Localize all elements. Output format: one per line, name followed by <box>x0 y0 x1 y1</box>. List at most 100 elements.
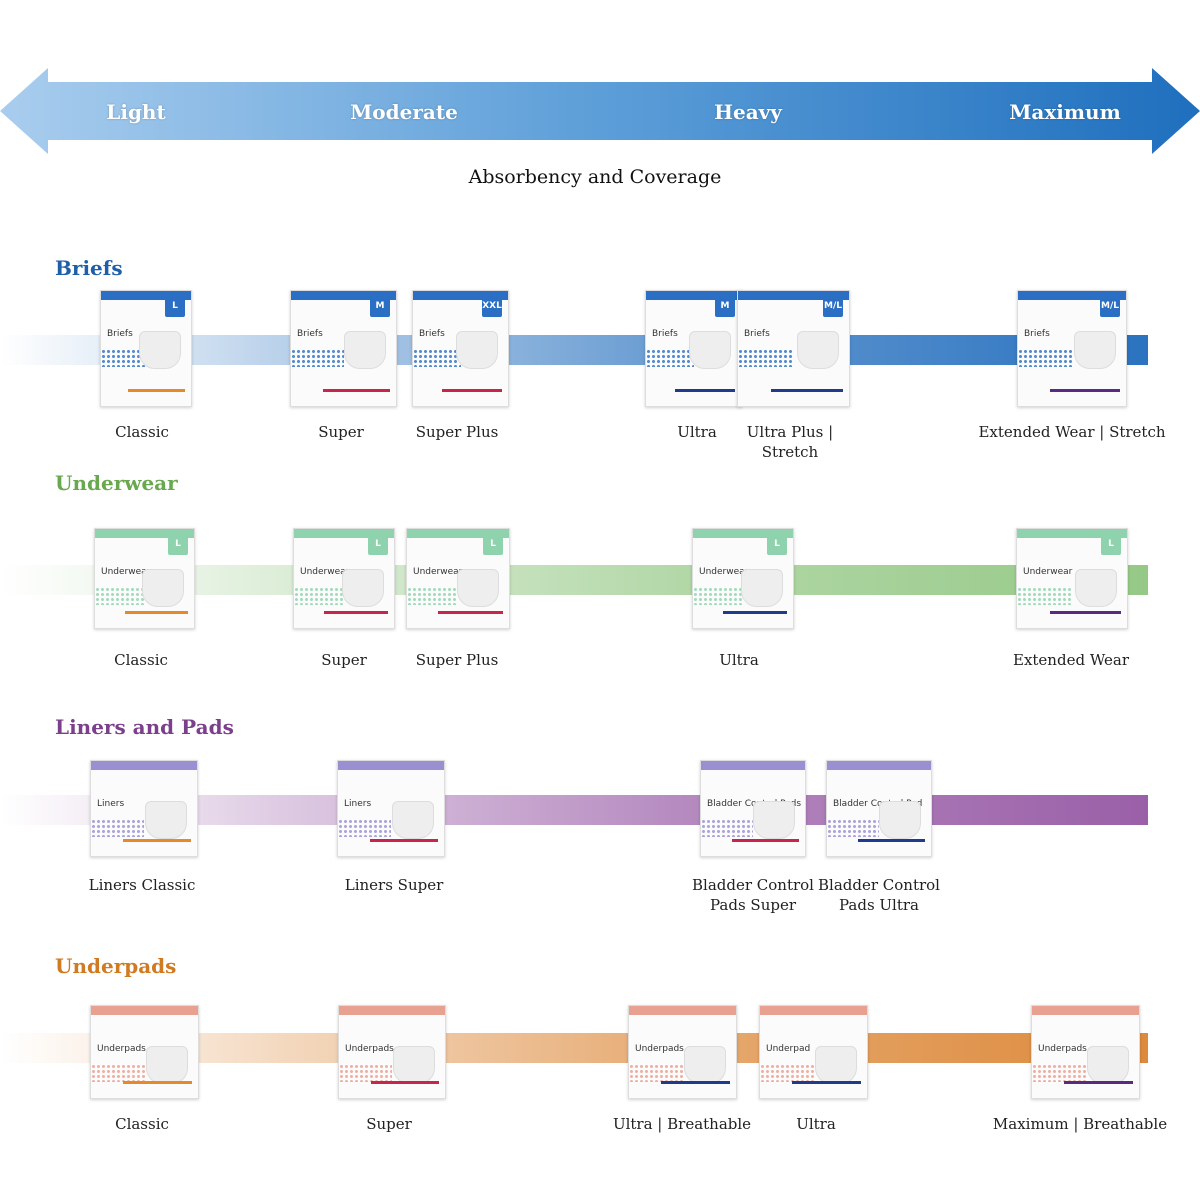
package-dot-pattern <box>338 819 391 837</box>
product-package[interactable]: Liners <box>337 760 445 857</box>
product-label: Super <box>321 651 367 669</box>
product-package[interactable]: L Underwear <box>1016 528 1128 629</box>
package-product-name: Briefs <box>1024 329 1050 339</box>
product-image <box>1075 569 1117 607</box>
product-image <box>392 801 434 839</box>
package-dot-pattern <box>1018 349 1072 367</box>
size-badge: M <box>370 295 390 317</box>
product-package[interactable]: Underpads <box>338 1005 446 1099</box>
product-package[interactable]: L Briefs <box>100 290 192 407</box>
absorbency-scale-arrow <box>0 68 1200 154</box>
size-badge: L <box>767 533 787 555</box>
package-accent-stripe <box>128 389 185 392</box>
product-image <box>146 1046 188 1084</box>
product-package[interactable]: L Underwear <box>406 528 510 629</box>
product-label: Classic <box>115 423 169 441</box>
package-accent-stripe <box>437 611 503 614</box>
package-top-band <box>291 291 396 300</box>
product-label: Ultra | Breathable <box>612 1115 752 1133</box>
package-accent-stripe <box>723 611 787 614</box>
package-accent-stripe <box>322 389 390 392</box>
product-package[interactable]: M/L Briefs <box>1017 290 1127 407</box>
package-dot-pattern <box>291 349 344 367</box>
package-top-band <box>339 1006 445 1015</box>
product-image <box>139 331 181 369</box>
product-label: Liners Super <box>344 876 444 894</box>
product-label: Super Plus <box>415 651 499 669</box>
product-package[interactable]: Liners <box>90 760 198 857</box>
product-image <box>142 569 184 607</box>
product-package[interactable]: M/L Briefs <box>737 290 850 407</box>
product-image <box>344 331 386 369</box>
size-badge: L <box>1101 533 1121 555</box>
package-dot-pattern <box>738 349 794 367</box>
package-dot-pattern <box>101 349 146 367</box>
package-product-name: Briefs <box>744 329 770 339</box>
package-top-band <box>407 529 509 538</box>
product-package[interactable]: L Underwear <box>94 528 195 629</box>
package-accent-stripe <box>1050 389 1120 392</box>
product-image <box>457 569 499 607</box>
package-product-name: Bladder Control Pad <box>833 799 923 809</box>
product-label: Extended Wear <box>1012 651 1130 669</box>
product-package[interactable]: M Briefs <box>290 290 397 407</box>
package-top-band <box>701 761 805 770</box>
package-product-name: Underpad <box>766 1044 811 1054</box>
package-top-band <box>294 529 394 538</box>
product-package[interactable]: Underpads <box>1031 1005 1140 1099</box>
package-product-name: Underwear <box>300 567 350 577</box>
package-accent-stripe <box>661 1081 730 1084</box>
product-label: Ultra <box>796 1115 836 1133</box>
product-package[interactable]: Underpad <box>759 1005 868 1099</box>
product-package[interactable]: XXL Briefs <box>412 290 509 407</box>
product-package[interactable]: M Briefs <box>645 290 742 407</box>
package-top-band <box>738 291 849 300</box>
size-badge: L <box>368 533 388 555</box>
product-package[interactable]: L Underwear <box>692 528 794 629</box>
product-package[interactable]: Underpads <box>628 1005 737 1099</box>
size-badge: M <box>715 295 735 317</box>
product-image <box>393 1046 435 1084</box>
package-dot-pattern <box>760 1064 814 1082</box>
package-dot-pattern <box>1032 1064 1086 1082</box>
product-image <box>815 1046 857 1084</box>
scale-title: Absorbency and Coverage <box>468 166 722 188</box>
package-product-name: Underpads <box>635 1044 684 1054</box>
product-image <box>753 801 795 839</box>
category-title-underwear: Underwear <box>55 471 178 495</box>
package-accent-stripe <box>858 839 925 842</box>
package-dot-pattern <box>827 819 879 837</box>
package-top-band <box>629 1006 736 1015</box>
package-accent-stripe <box>732 839 799 842</box>
package-accent-stripe <box>370 1081 439 1084</box>
package-product-name: Underpads <box>97 1044 146 1054</box>
scale-level-maximum: Maximum <box>1009 100 1121 124</box>
package-accent-stripe <box>1064 1081 1133 1084</box>
scale-level-light: Light <box>106 100 166 124</box>
product-label: Bladder Control Pads Super <box>692 876 814 914</box>
product-label: Bladder Control Pads Ultra <box>818 876 940 914</box>
package-dot-pattern <box>413 349 461 367</box>
size-badge: M/L <box>823 295 843 317</box>
product-label: Ultra Plus | Stretch <box>746 423 834 461</box>
package-accent-stripe <box>792 1081 861 1084</box>
size-badge: M/L <box>1100 295 1120 317</box>
package-product-name: Briefs <box>419 329 445 339</box>
product-label: Ultra <box>677 423 717 441</box>
package-top-band <box>101 291 191 300</box>
package-product-name: Briefs <box>107 329 133 339</box>
package-dot-pattern <box>646 349 694 367</box>
product-package[interactable]: Bladder Control Pads <box>700 760 806 857</box>
package-dot-pattern <box>1017 587 1072 605</box>
scale-level-moderate: Moderate <box>350 100 458 124</box>
product-package[interactable]: L Underwear <box>293 528 395 629</box>
product-package[interactable]: Underpads <box>90 1005 199 1099</box>
category-title-briefs: Briefs <box>55 256 123 280</box>
package-dot-pattern <box>294 587 344 605</box>
product-package[interactable]: Bladder Control Pad <box>826 760 932 857</box>
package-top-band <box>91 761 197 770</box>
package-product-name: Underwear <box>1023 567 1073 577</box>
product-label: Super <box>366 1115 412 1133</box>
scale-level-heavy: Heavy <box>714 100 782 124</box>
category-title-liners-and-pads: Liners and Pads <box>55 715 234 739</box>
